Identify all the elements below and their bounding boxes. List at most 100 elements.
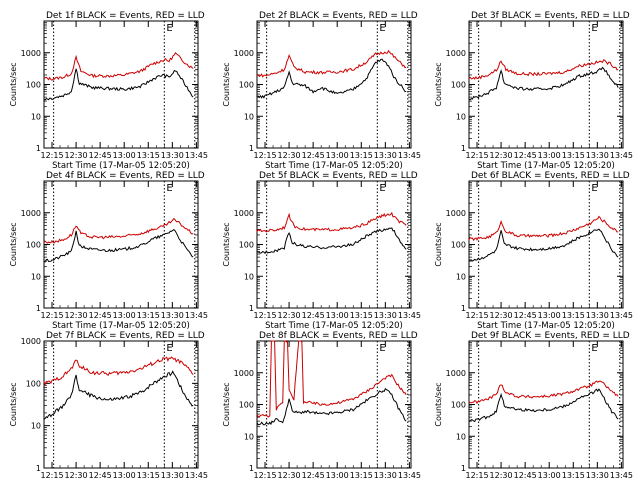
y-tick-label: 1000 — [234, 209, 254, 218]
y-tick-label: 1 — [36, 304, 41, 313]
series-lld-red — [256, 340, 407, 418]
x-tick-label: 13:45 — [610, 471, 633, 480]
chart-title: Det 3f BLACK = Events, RED = LLD — [471, 11, 630, 21]
y-tick-label: 100 — [239, 401, 254, 410]
x-tick-label: 13:30 — [161, 311, 184, 320]
y-tick-label: 100 — [451, 81, 466, 90]
x-axis-label: Start Time (17-Mar-05 12:05:20) — [265, 321, 403, 331]
marker-letter: E — [166, 23, 172, 34]
y-tick-label: 1000 — [446, 209, 466, 218]
subplot-7: Det 7f BLACK = Events, RED = LLD 1 10 100 10… — [9, 331, 208, 480]
x-tick-label: 13:00 — [326, 311, 349, 320]
y-tick-label: 10 — [456, 112, 466, 121]
plot-frame — [256, 180, 412, 309]
y-tick-label: 1000 — [446, 49, 466, 58]
x-tick-label: 12:30 — [490, 471, 513, 480]
y-tick-label: 1 — [36, 464, 41, 473]
y-tick-label: 1000 — [21, 209, 41, 218]
y-tick-label: 10 — [31, 422, 41, 431]
x-tick-label: 13:00 — [113, 471, 136, 480]
x-tick-label: 13:45 — [185, 471, 208, 480]
x-axis-label: Start Time (17-Mar-05 12:05:20) — [52, 161, 190, 171]
marker-letter: E — [591, 183, 597, 194]
x-axis-label: Start Time (17-Mar-05 12:05:20) — [477, 321, 615, 331]
x-axis-label: Start Time (17-Mar-05 12:05:20) — [477, 161, 615, 171]
chart-title: Det 9f BLACK = Events, RED = LLD — [471, 331, 630, 341]
x-tick-label: 13:00 — [538, 311, 561, 320]
y-tick-label: 1 — [249, 464, 254, 473]
y-tick-label: 1000 — [234, 369, 254, 378]
y-tick-label: 10 — [456, 432, 466, 441]
x-tick-label: 13:30 — [586, 311, 609, 320]
x-tick-label: 13:45 — [398, 151, 421, 160]
subplot-5: Det 5f BLACK = Events, RED = LLD 1 10 100 10… — [222, 171, 421, 331]
plot-frame — [468, 180, 624, 309]
x-tick-label: 12:15 — [465, 311, 488, 320]
x-tick-label: 12:45 — [89, 151, 112, 160]
x-tick-label: 12:15 — [253, 311, 276, 320]
x-axis-label: Start Time (17-Mar-05 12:05:20) — [52, 321, 190, 331]
y-tick-label: 1000 — [234, 49, 254, 58]
x-tick-label: 13:30 — [586, 151, 609, 160]
y-tick-label: 1 — [461, 464, 466, 473]
y-tick-label: 1 — [36, 144, 41, 153]
subplot-3: Det 3f BLACK = Events, RED = LLD 1 10 100 10… — [434, 11, 633, 171]
x-tick-label: 12:45 — [89, 311, 112, 320]
chart-title: Det 2f BLACK = Events, RED = LLD — [259, 11, 418, 21]
series-lld-red — [43, 356, 194, 387]
subplot-2: Det 2f BLACK = Events, RED = LLD 1 10 100 10… — [222, 11, 421, 171]
y-tick-label: 1000 — [21, 49, 41, 58]
y-tick-label: 100 — [239, 81, 254, 90]
y-tick-label: 1000 — [446, 369, 466, 378]
y-tick-label: 100 — [451, 241, 466, 250]
subplot-9: Det 9f BLACK = Events, RED = LLD 1 10 100 10… — [434, 331, 633, 480]
y-tick-label: 10 — [31, 272, 41, 281]
series-events-black — [256, 227, 407, 255]
x-tick-label: 13:45 — [185, 151, 208, 160]
x-tick-label: 13:15 — [350, 151, 373, 160]
y-tick-label: 10 — [244, 112, 254, 121]
y-tick-label: 1 — [249, 144, 254, 153]
series-events-black — [43, 68, 194, 101]
y-axis-label: Counts/sec — [222, 222, 231, 266]
marker-letter: E — [591, 343, 597, 354]
chart-title: Det 7f BLACK = Events, RED = LLD — [46, 331, 205, 341]
x-tick-label: 13:45 — [610, 311, 633, 320]
x-tick-label: 13:30 — [374, 471, 397, 480]
x-tick-label: 13:45 — [398, 471, 421, 480]
y-axis-label: Counts/sec — [9, 62, 18, 106]
y-tick-label: 100 — [26, 241, 41, 250]
series-events-black — [468, 228, 619, 262]
x-tick-label: 13:45 — [185, 311, 208, 320]
y-axis-label: Counts/sec — [9, 222, 18, 266]
y-tick-label: 1 — [461, 304, 466, 313]
x-tick-label: 12:15 — [40, 471, 63, 480]
x-tick-label: 13:15 — [137, 311, 160, 320]
x-tick-label: 12:30 — [65, 471, 88, 480]
series-events-black — [256, 387, 407, 426]
y-tick-label: 10 — [244, 432, 254, 441]
series-lld-red — [43, 51, 194, 81]
series-lld-red — [468, 380, 619, 405]
x-tick-label: 13:15 — [562, 151, 585, 160]
x-tick-label: 12:45 — [89, 471, 112, 480]
x-tick-label: 13:15 — [137, 151, 160, 160]
x-tick-label: 12:15 — [253, 471, 276, 480]
plot-frame — [468, 20, 624, 149]
x-tick-label: 12:45 — [302, 151, 325, 160]
subplot-8: Det 8f BLACK = Events, RED = LLD 1 10 100 10… — [222, 331, 421, 480]
series-events-black — [256, 58, 407, 99]
y-axis-label: Counts/sec — [9, 382, 18, 426]
x-tick-label: 13:15 — [137, 471, 160, 480]
y-tick-label: 1 — [249, 304, 254, 313]
y-tick-label: 100 — [26, 379, 41, 388]
x-tick-label: 12:45 — [514, 151, 537, 160]
marker-letter: E — [166, 183, 172, 194]
series-events-black — [43, 370, 194, 420]
series-lld-red — [256, 49, 407, 78]
x-tick-label: 12:15 — [40, 151, 63, 160]
x-tick-label: 13:00 — [113, 151, 136, 160]
y-tick-label: 10 — [31, 112, 41, 121]
x-tick-label: 12:30 — [278, 311, 301, 320]
